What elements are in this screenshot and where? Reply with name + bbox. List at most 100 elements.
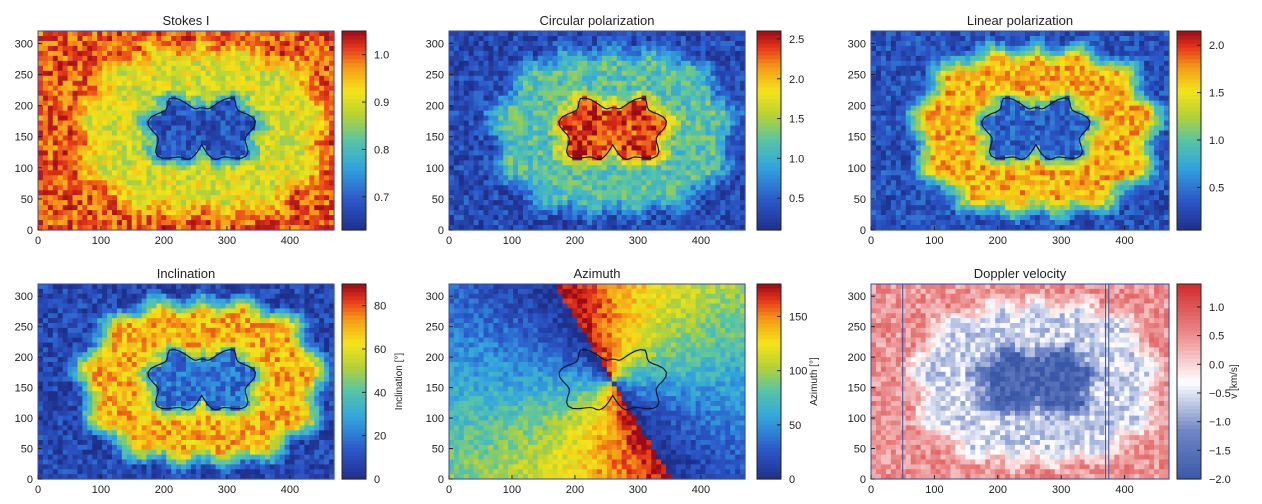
heatmap-cell	[685, 215, 692, 221]
heatmap-cell	[87, 75, 93, 82]
heatmap-cell	[587, 130, 593, 137]
heatmap-cell	[700, 180, 707, 186]
heatmap-cell	[735, 120, 741, 127]
heatmap-cell	[166, 75, 172, 82]
heatmap-cell	[324, 125, 330, 132]
heatmap-cell	[136, 210, 143, 216]
heatmap-cell	[577, 45, 583, 52]
heatmap-cell	[646, 35, 652, 42]
heatmap-cell	[621, 195, 628, 201]
heatmap-cell	[631, 115, 638, 122]
heatmap-cell	[210, 175, 217, 181]
heatmap-cell	[274, 115, 281, 122]
heatmap-cell	[730, 180, 736, 186]
heatmap-cell	[621, 65, 628, 72]
heatmap-cell	[146, 180, 153, 186]
heatmap-cell	[453, 155, 460, 161]
heatmap-cell	[473, 130, 480, 137]
heatmap-cell	[621, 210, 628, 216]
heatmap-cell	[97, 190, 103, 196]
heatmap-cell	[264, 105, 271, 112]
heatmap-cell	[97, 210, 103, 216]
heatmap-cell	[210, 185, 217, 191]
heatmap-cell	[562, 170, 568, 176]
heatmap-cell	[710, 65, 716, 72]
heatmap-cell	[577, 130, 583, 137]
heatmap-cell	[597, 210, 603, 216]
heatmap-cell	[725, 75, 731, 82]
heatmap-cell	[537, 100, 544, 107]
heatmap-cell	[498, 165, 504, 171]
heatmap-cell	[255, 55, 261, 62]
heatmap-cell	[324, 140, 330, 147]
heatmap-cell	[582, 35, 588, 42]
heatmap-cell	[245, 180, 251, 186]
heatmap-cell	[112, 55, 118, 62]
heatmap-cell	[582, 100, 588, 107]
heatmap-cell	[319, 215, 325, 221]
heatmap-cell	[513, 160, 519, 166]
heatmap-cell	[449, 65, 455, 72]
heatmap-cell	[449, 180, 455, 186]
heatmap-cell	[631, 180, 638, 186]
heatmap-cell	[577, 55, 583, 62]
heatmap-cell	[705, 85, 712, 92]
heatmap-cell	[215, 205, 222, 211]
heatmap-cell	[190, 80, 197, 87]
heatmap-cell	[235, 205, 241, 211]
heatmap-cell	[294, 85, 301, 92]
heatmap-cell	[171, 85, 177, 92]
heatmap-cell	[453, 205, 460, 211]
heatmap-cell	[557, 220, 564, 226]
heatmap-cell	[542, 120, 549, 127]
heatmap-cell	[279, 90, 286, 97]
heatmap-cell	[666, 115, 672, 122]
heatmap-cell	[42, 210, 49, 216]
heatmap-cell	[38, 70, 44, 77]
heatmap-cell	[274, 150, 281, 156]
heatmap-cell	[740, 210, 746, 216]
heatmap-cell	[725, 145, 731, 151]
heatmap-cell	[621, 215, 628, 221]
heatmap-cell	[666, 50, 672, 57]
heatmap-cell	[680, 85, 687, 92]
heatmap-cell	[690, 165, 697, 171]
heatmap-cell	[518, 125, 524, 132]
heatmap-cell	[294, 105, 301, 112]
heatmap-cell	[449, 55, 455, 62]
heatmap-cell	[186, 75, 192, 82]
heatmap-cell	[572, 205, 578, 211]
heatmap-cell	[52, 150, 59, 156]
heatmap-cell	[527, 210, 534, 216]
heatmap-cell	[547, 115, 554, 122]
heatmap-cell	[680, 140, 687, 147]
colorbar: 0.70.80.91.0	[341, 30, 389, 231]
heatmap-cell	[532, 130, 539, 137]
heatmap-cell	[181, 70, 187, 77]
heatmap-cell	[508, 100, 514, 107]
heatmap-cell	[463, 170, 470, 176]
heatmap-cell	[498, 125, 504, 132]
heatmap-cell	[77, 190, 83, 196]
heatmap-cell	[557, 145, 564, 151]
heatmap-cell	[547, 170, 554, 176]
heatmap-cell	[690, 50, 697, 57]
heatmap-cell	[190, 180, 197, 186]
heatmap-cell	[255, 145, 261, 151]
heatmap-cell	[552, 190, 559, 196]
heatmap-cell	[67, 31, 74, 37]
heatmap-cell	[710, 220, 716, 226]
heatmap-cell	[730, 45, 736, 52]
heatmap-cell	[523, 120, 529, 127]
heatmap-cell	[250, 85, 256, 92]
heatmap-cell	[57, 35, 64, 42]
heatmap-cell	[121, 200, 128, 206]
heatmap-cell	[572, 85, 578, 92]
heatmap-cell	[690, 150, 697, 156]
heatmap-cell	[116, 145, 123, 151]
heatmap-cell	[527, 150, 534, 156]
heatmap-cell	[324, 65, 330, 72]
heatmap-cell	[557, 85, 564, 92]
heatmap-cell	[186, 55, 192, 62]
heatmap-cell	[141, 95, 148, 102]
